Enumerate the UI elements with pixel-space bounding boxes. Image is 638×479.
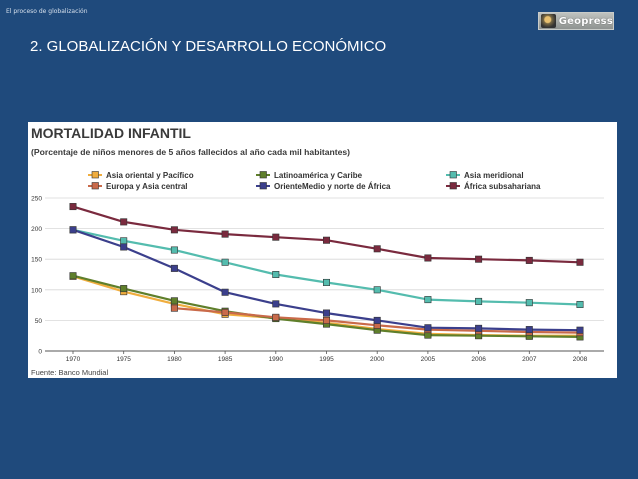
- data-point: [525, 326, 533, 334]
- data-point: [525, 256, 533, 264]
- data-point: [120, 285, 128, 293]
- data-point: [373, 245, 381, 253]
- legend-item: Latinoamérica y Caribe: [256, 171, 363, 180]
- data-point: [576, 326, 584, 334]
- data-point: [322, 278, 330, 286]
- data-point: [322, 309, 330, 317]
- series-5: [69, 203, 584, 266]
- data-point: [170, 226, 178, 234]
- data-point: [272, 300, 280, 308]
- x-tick-label: 2007: [522, 356, 537, 363]
- data-point: [170, 246, 178, 254]
- y-tick-label: 250: [31, 196, 42, 203]
- y-tick-label: 50: [35, 318, 43, 325]
- x-tick-label: 1995: [319, 356, 334, 363]
- x-tick-label: 1975: [116, 356, 131, 363]
- data-point: [272, 313, 280, 321]
- data-point: [69, 272, 77, 280]
- chart-legend: Asia oriental y Pacífico Latinoamérica y …: [88, 171, 541, 191]
- x-tick-label: 2008: [573, 356, 588, 363]
- x-tick-label: 1985: [218, 356, 233, 363]
- infant-mortality-chart: MORTALIDAD INFANTIL (Porcentaje de niños…: [31, 125, 604, 377]
- y-tick-label: 150: [31, 257, 42, 264]
- legend-label: Latinoamérica y Caribe: [274, 171, 363, 180]
- chart-gridlines: [45, 197, 604, 352]
- data-point: [120, 218, 128, 226]
- chart-source: Fuente: Banco Mundial: [31, 368, 108, 377]
- data-point: [120, 243, 128, 251]
- legend-marker: [91, 171, 99, 179]
- data-point: [475, 324, 483, 332]
- legend-label: África subsahariana: [464, 182, 541, 191]
- data-point: [424, 296, 432, 304]
- legend-item: Europa y Asia central: [88, 182, 188, 191]
- x-tick-label: 1970: [66, 356, 81, 363]
- data-point: [576, 258, 584, 266]
- series-2: [69, 226, 584, 308]
- series-line: [72, 205, 581, 264]
- chart-panel: MORTALIDAD INFANTIL (Porcentaje de niños…: [28, 122, 617, 378]
- legend-item: Asia meridional: [446, 171, 524, 180]
- data-point: [576, 300, 584, 308]
- data-point: [475, 297, 483, 305]
- chart-axes: 0 50 100 150 200 250 1970 1975 1980 1985 1990 1995 2…: [31, 196, 604, 363]
- data-point: [373, 286, 381, 294]
- data-point: [69, 226, 77, 234]
- x-tick-label: 2005: [421, 356, 436, 363]
- data-point: [170, 304, 178, 312]
- x-tick-label: 2006: [471, 356, 486, 363]
- data-point: [221, 258, 229, 266]
- legend-marker: [449, 182, 457, 190]
- legend-marker: [259, 171, 267, 179]
- data-point: [322, 316, 330, 324]
- legend-label: Europa y Asia central: [106, 182, 188, 191]
- legend-marker: [91, 182, 99, 190]
- y-tick-label: 200: [31, 226, 42, 233]
- data-point: [120, 237, 128, 245]
- x-tick-label: 1980: [167, 356, 182, 363]
- data-point: [170, 264, 178, 272]
- chart-title: MORTALIDAD INFANTIL: [31, 125, 191, 141]
- legend-item: OrienteMedio y norte de África: [256, 182, 391, 191]
- legend-label: Asia oriental y Pacífico: [106, 171, 194, 180]
- legend-label: Asia meridional: [464, 171, 524, 180]
- legend-marker: [449, 171, 457, 179]
- x-tick-label: 2000: [370, 356, 385, 363]
- slide-title: 2. GLOBALIZACIÓN Y DESARROLLO ECONÓMICO: [30, 38, 387, 55]
- legend-item: África subsahariana: [446, 182, 541, 191]
- data-point: [221, 230, 229, 238]
- data-point: [69, 203, 77, 211]
- chart-series: [69, 203, 584, 341]
- geopress-logo: Geopress: [538, 12, 614, 30]
- data-point: [525, 299, 533, 307]
- x-tick-label: 1990: [269, 356, 284, 363]
- data-point: [322, 236, 330, 244]
- y-tick-label: 0: [38, 349, 42, 356]
- section-label: El proceso de globalización: [6, 8, 88, 15]
- chart-subtitle: (Porcentaje de niños menores de 5 años f…: [31, 147, 350, 157]
- data-point: [475, 255, 483, 263]
- y-tick-label: 100: [31, 287, 42, 294]
- logo-text: Geopress: [558, 15, 613, 27]
- series-4: [69, 226, 584, 334]
- data-point: [272, 233, 280, 241]
- logo-emblem-icon: [541, 14, 556, 28]
- data-point: [424, 324, 432, 332]
- legend-marker: [259, 182, 267, 190]
- data-point: [170, 297, 178, 305]
- data-point: [373, 316, 381, 324]
- data-point: [424, 254, 432, 262]
- legend-item: Asia oriental y Pacífico: [88, 171, 194, 180]
- legend-label: OrienteMedio y norte de África: [274, 182, 391, 191]
- data-point: [272, 271, 280, 279]
- data-point: [221, 288, 229, 296]
- data-point: [221, 308, 229, 316]
